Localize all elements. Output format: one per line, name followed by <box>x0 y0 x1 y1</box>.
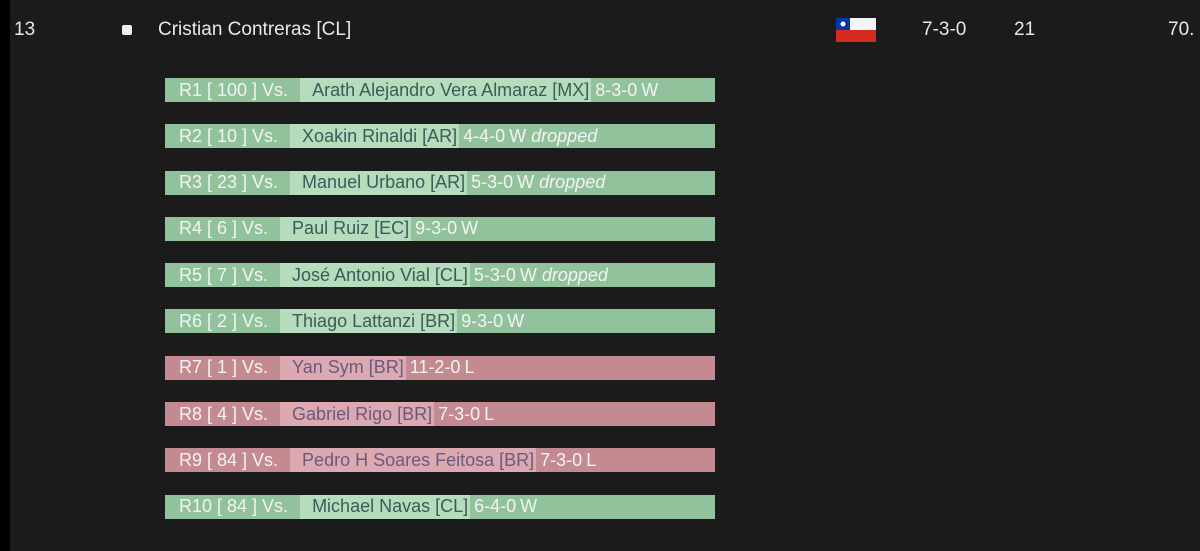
opponent-name: Gabriel Rigo [BR] <box>292 403 433 424</box>
opponent: Manuel Urbano [AR] <box>290 170 468 195</box>
round-label: R2 [ 10 ] Vs. <box>179 125 279 146</box>
bullet <box>122 25 132 35</box>
opponent-name: Paul Ruiz [EC] <box>292 218 410 239</box>
result: W <box>641 79 659 100</box>
points: 21 <box>1014 19 1036 40</box>
result: L <box>586 449 597 470</box>
opponent-name: Arath Alejandro Vera Almaraz [MX] <box>312 79 590 100</box>
round-row: R1 [ 100 ] Vs. Arath Alejandro Vera Almar… <box>165 78 715 102</box>
round-row: R10 [ 84 ] Vs. Michael Navas [CL] 6-4-0 W <box>165 494 715 519</box>
opponent: Pedro H Soares Feitosa [BR] <box>290 448 537 473</box>
player-name: Cristian Contreras [CL] <box>158 19 352 40</box>
round-row: R8 [ 4 ] Vs. Gabriel Rigo [BR] 7-3-0 L <box>165 402 715 427</box>
result: W <box>507 310 525 331</box>
result: W <box>517 172 535 193</box>
opponent: Arath Alejandro Vera Almaraz [MX] <box>300 78 592 102</box>
result: W <box>461 218 479 239</box>
opponent-name: Thiago Lattanzi [BR] <box>292 310 456 331</box>
opponent-record: 5-3-0 <box>473 264 516 285</box>
opponent: Xoakin Rinaldi [AR] <box>290 124 460 149</box>
round-label: R6 [ 2 ] Vs. <box>179 310 269 331</box>
result: W <box>520 496 538 517</box>
opponent: Paul Ruiz [EC] <box>280 216 412 241</box>
opponent: Michael Navas [CL] <box>300 494 471 519</box>
opponent: Yan Sym [BR] <box>280 355 406 380</box>
opponent-name: Yan Sym [BR] <box>292 357 404 378</box>
round-row: R9 [ 84 ] Vs. Pedro H Soares Feitosa [BR]… <box>165 448 715 473</box>
result: W <box>519 264 537 285</box>
round-label: R9 [ 84 ] Vs. <box>179 449 279 470</box>
round-row: R4 [ 6 ] Vs. Paul Ruiz [EC] 9-3-0 W <box>165 216 715 241</box>
opponent-name: Pedro H Soares Feitosa [BR] <box>302 449 535 470</box>
note: dropped <box>541 264 608 285</box>
percent: 70. <box>1168 19 1195 40</box>
round-row: R6 [ 2 ] Vs. Thiago Lattanzi [BR] 9-3-0 W <box>165 309 715 334</box>
opponent-name: Xoakin Rinaldi [AR] <box>302 125 458 146</box>
opponent-record: 5-3-0 <box>471 172 514 193</box>
round-label: R7 [ 1 ] Vs. <box>179 357 269 378</box>
rank: 13 <box>14 19 36 40</box>
opponent-record: 4-4-0 <box>463 125 506 146</box>
opponent-record: 8-3-0 <box>595 79 638 100</box>
result: L <box>464 357 475 378</box>
record: 7-3-0 <box>922 19 967 40</box>
round-label: R4 [ 6 ] Vs. <box>179 218 269 239</box>
opponent: Thiago Lattanzi [BR] <box>280 309 458 334</box>
opponent-name: Manuel Urbano [AR] <box>302 172 466 193</box>
opponent-record: 7-3-0 <box>540 449 583 470</box>
opponent-record: 9-3-0 <box>461 310 504 331</box>
round-label: R1 [ 100 ] Vs. <box>179 79 289 100</box>
opponent-record: 6-4-0 <box>474 496 517 517</box>
opponent-name: José Antonio Vial [CL] <box>292 264 468 285</box>
round-label: R10 [ 84 ] Vs. <box>179 496 289 517</box>
opponent: Gabriel Rigo [BR] <box>280 402 435 427</box>
rounds: R1 [ 100 ] Vs. Arath Alejandro Vera Almar… <box>165 78 715 541</box>
opponent: José Antonio Vial [CL] <box>280 263 470 288</box>
result: L <box>484 403 495 424</box>
opponent-record: 7-3-0 <box>438 403 481 424</box>
round-label: R5 [ 7 ] Vs. <box>179 264 269 285</box>
note: dropped <box>531 125 598 146</box>
result: W <box>509 125 527 146</box>
round-row: R5 [ 7 ] Vs. José Antonio Vial [CL] 5-3-0 W… <box>165 263 715 288</box>
flag <box>836 18 876 42</box>
opponent-record: 11-2-0 <box>409 357 461 378</box>
round-label: R3 [ 23 ] Vs. <box>179 172 279 193</box>
opponent-record: 9-3-0 <box>415 218 458 239</box>
round-row: R7 [ 1 ] Vs. Yan Sym [BR] 11-2-0 L <box>165 355 715 380</box>
note: dropped <box>539 172 606 193</box>
opponent-name: Michael Navas [CL] <box>312 496 469 517</box>
round-label: R8 [ 4 ] Vs. <box>179 403 269 424</box>
